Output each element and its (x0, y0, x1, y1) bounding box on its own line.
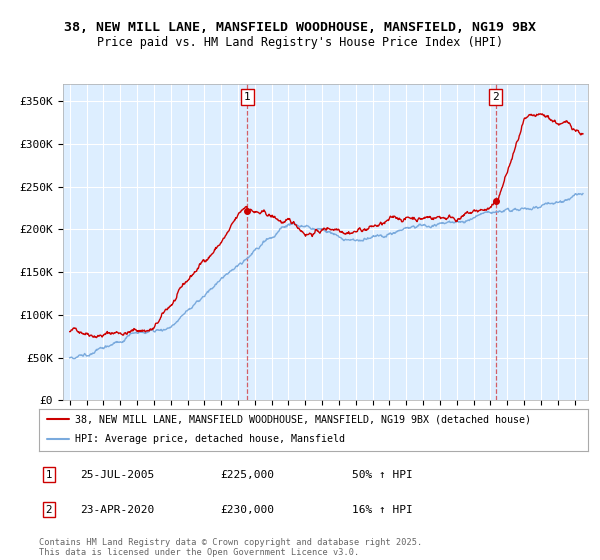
Text: 50% ↑ HPI: 50% ↑ HPI (352, 470, 413, 479)
Text: Contains HM Land Registry data © Crown copyright and database right 2025.
This d: Contains HM Land Registry data © Crown c… (39, 538, 422, 557)
Text: £225,000: £225,000 (220, 470, 274, 479)
Text: 38, NEW MILL LANE, MANSFIELD WOODHOUSE, MANSFIELD, NG19 9BX (detached house): 38, NEW MILL LANE, MANSFIELD WOODHOUSE, … (74, 414, 530, 424)
Text: 2: 2 (46, 505, 52, 515)
Text: 1: 1 (46, 470, 52, 479)
Text: 1: 1 (244, 92, 251, 102)
Text: Price paid vs. HM Land Registry's House Price Index (HPI): Price paid vs. HM Land Registry's House … (97, 36, 503, 49)
Text: HPI: Average price, detached house, Mansfield: HPI: Average price, detached house, Mans… (74, 434, 344, 444)
Text: 2: 2 (492, 92, 499, 102)
Text: 25-JUL-2005: 25-JUL-2005 (80, 470, 154, 479)
Text: £230,000: £230,000 (220, 505, 274, 515)
Text: 38, NEW MILL LANE, MANSFIELD WOODHOUSE, MANSFIELD, NG19 9BX: 38, NEW MILL LANE, MANSFIELD WOODHOUSE, … (64, 21, 536, 34)
Text: 16% ↑ HPI: 16% ↑ HPI (352, 505, 413, 515)
Text: 23-APR-2020: 23-APR-2020 (80, 505, 154, 515)
